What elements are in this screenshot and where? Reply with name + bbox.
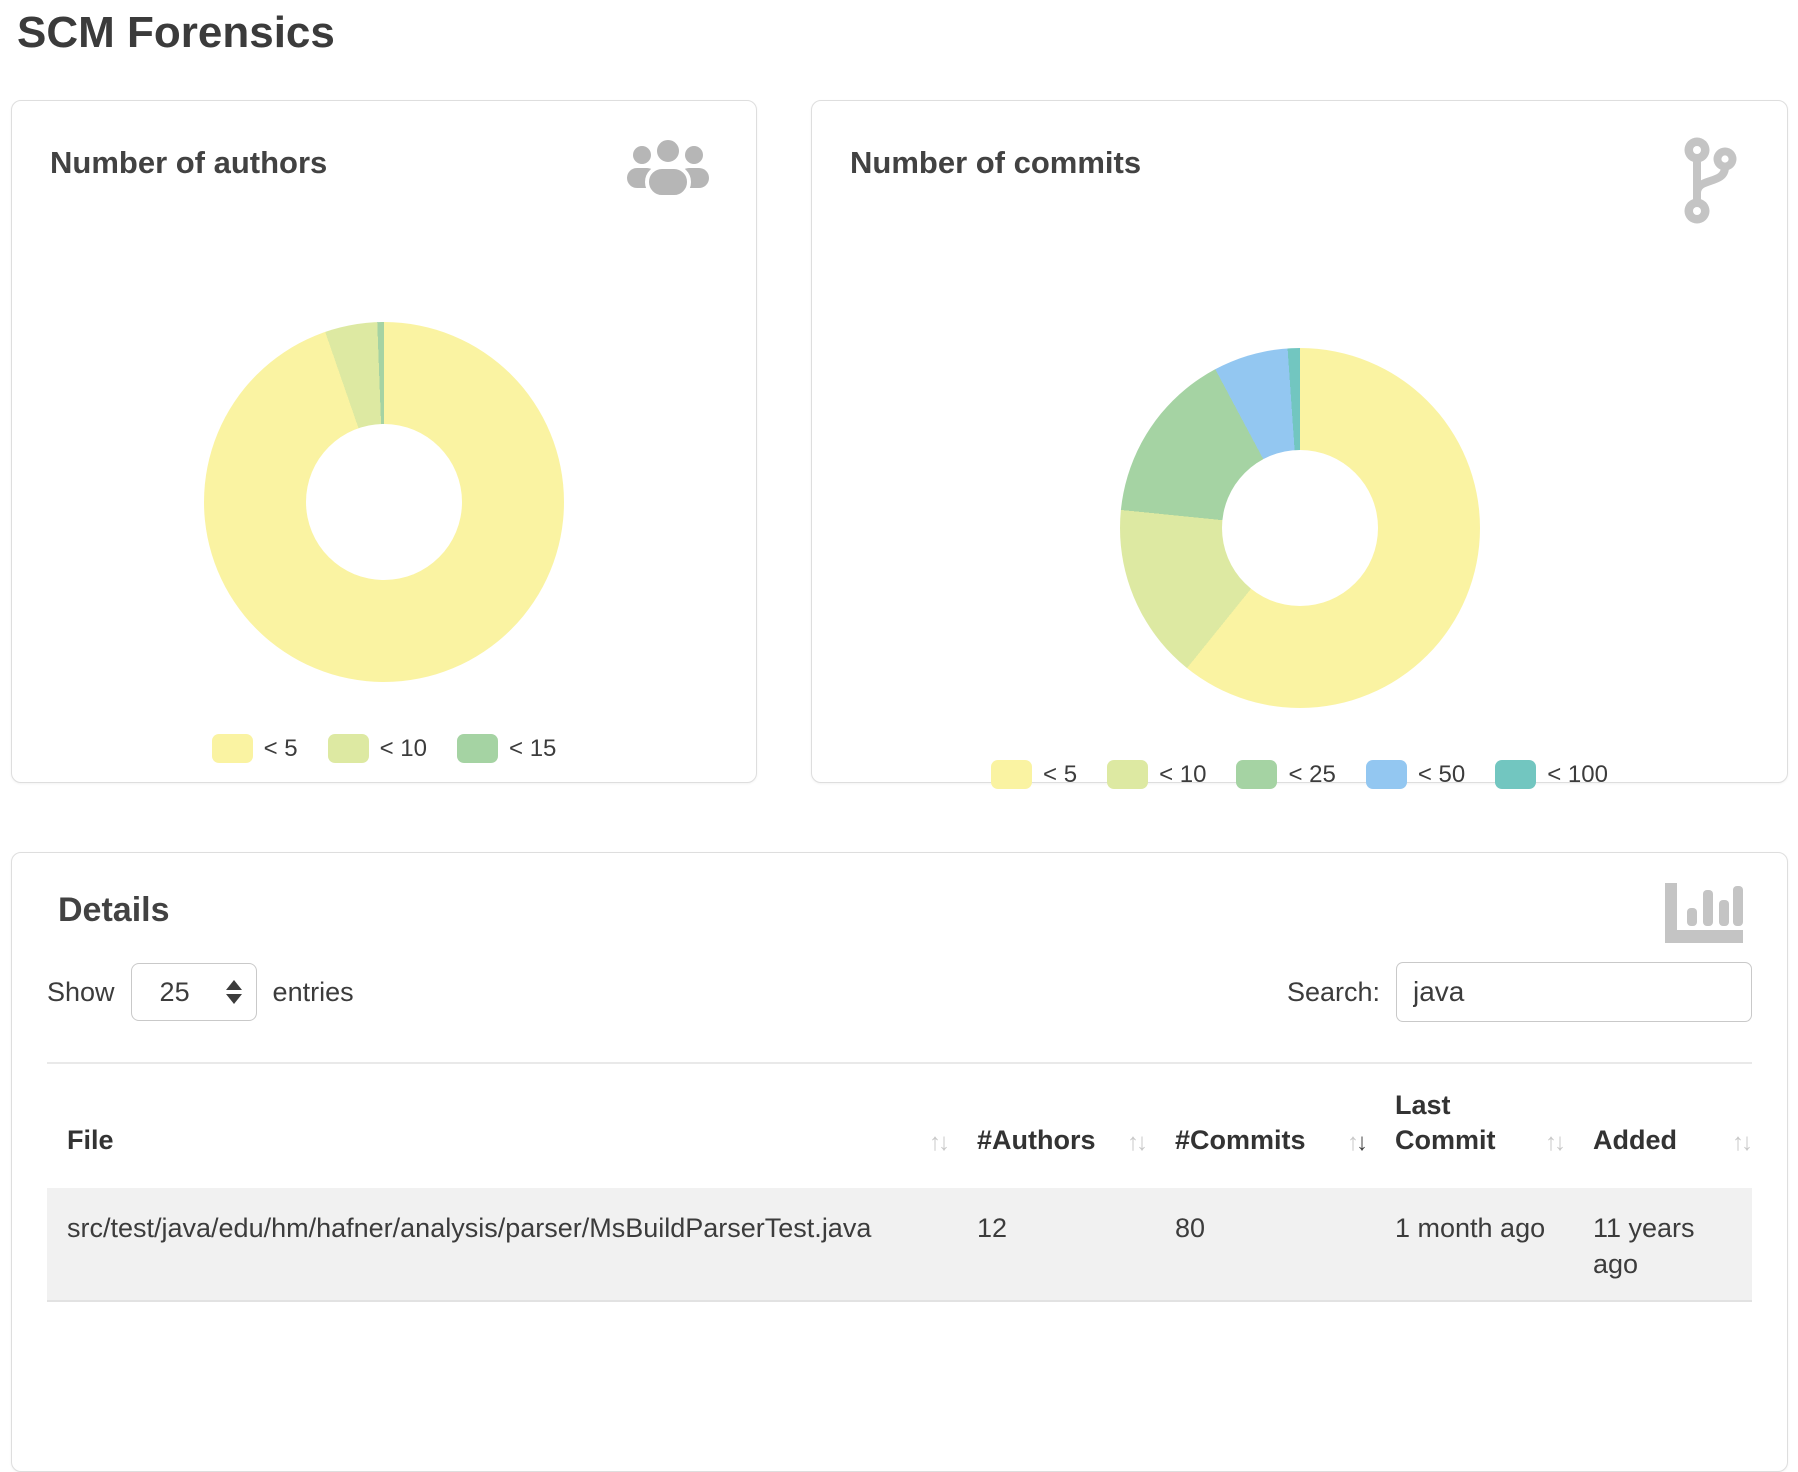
cell-added: 11 years ago [1593,1213,1695,1280]
details-card: Details Show 25 entries Search: File ↑↓ [11,852,1788,1472]
commits-card: Number of commits < 5 < 10 < 25 < 50 < 100 [811,100,1788,789]
table-row[interactable]: src/test/java/edu/hm/hafner/analysis/par… [47,1188,1752,1302]
sort-icon-authors: ↑↓ [1127,1128,1148,1156]
commits-chart-block: < 5 < 10 < 25 < 50 < 100 [812,348,1787,789]
legend-item[interactable]: < 25 [1236,760,1336,789]
legend-label: < 10 [379,734,428,762]
cell-file: src/test/java/edu/hm/hafner/analysis/par… [67,1213,872,1243]
legend-swatch [1107,760,1149,789]
sort-icon-last-commit: ↑↓ [1545,1128,1566,1156]
sort-icon-commits-desc-active: ↑↓ [1347,1128,1368,1156]
commits-card-header: Number of commits [812,101,1787,230]
code-branch-icon [1679,135,1743,230]
page-title: SCM Forensics [17,8,335,57]
search-label: Search: [1286,976,1380,1007]
legend-swatch [211,734,253,763]
legend-swatch [1495,760,1537,789]
page-length-value: 25 [159,976,190,1007]
users-icon [624,135,712,204]
sort-icon-file: ↑↓ [929,1128,950,1156]
authors-donut-chart [204,322,564,682]
commits-card-title: Number of commits [850,145,1142,180]
column-header-commits[interactable]: #Commits ↑↓ [1175,1123,1395,1188]
legend-label: < 50 [1417,760,1466,788]
search-input[interactable] [1396,962,1752,1022]
cell-last-commit: 1 month ago [1395,1213,1546,1243]
commits-chart-legend: < 5 < 10 < 25 < 50 < 100 [812,760,1787,789]
authors-chart-block: < 5 < 10 < 15 [12,322,756,763]
legend-item[interactable]: < 5 [211,734,298,763]
page-length-select[interactable]: 25 [130,963,257,1021]
column-header-authors[interactable]: #Authors ↑↓ [977,1123,1175,1188]
legend-item[interactable]: < 5 [991,760,1077,789]
legend-swatch [327,734,369,763]
sort-icon-added: ↑↓ [1732,1128,1753,1156]
legend-label: < 5 [263,734,298,762]
legend-swatch [991,760,1033,789]
cell-authors: 12 [977,1213,1008,1243]
commits-donut-chart [1119,348,1480,708]
entries-label: entries [272,976,354,1007]
legend-label: < 15 [509,734,557,762]
legend-label: < 100 [1547,760,1608,788]
column-header-added[interactable]: Added ↑↓ [1593,1123,1753,1188]
details-title: Details [58,891,170,929]
legend-label: < 5 [1043,760,1078,788]
legend-item[interactable]: < 10 [1107,760,1206,789]
details-table: File ↑↓ #Authors ↑↓ #Commits ↑↓ Last Com… [47,1062,1753,1302]
authors-card-title: Number of authors [50,145,328,180]
table-controls: Show 25 entries Search: [47,962,1752,1022]
authors-chart-legend: < 5 < 10 < 15 [12,734,756,763]
authors-card: Number of authors < 5 < [11,100,757,783]
table-header-row: File ↑↓ #Authors ↑↓ #Commits ↑↓ Last Com… [47,1064,1753,1188]
legend-item[interactable]: < 15 [457,734,556,763]
chart-bar-icon [1659,881,1745,950]
legend-swatch [1365,760,1407,789]
legend-label: < 25 [1288,760,1336,788]
search-group: Search: [1287,962,1752,1022]
legend-item[interactable]: < 100 [1495,760,1608,789]
cell-commits: 80 [1175,1213,1206,1243]
authors-card-header: Number of authors [12,101,756,204]
column-header-file[interactable]: File ↑↓ [47,1123,977,1188]
legend-label: < 10 [1159,760,1207,788]
legend-item[interactable]: < 10 [327,734,428,763]
legend-swatch [1236,760,1278,789]
charts-row: Number of authors < 5 < [11,100,1798,789]
column-header-last-commit[interactable]: Last Commit ↑↓ [1395,1088,1593,1188]
show-label: Show [47,976,115,1007]
legend-item[interactable]: < 50 [1365,760,1466,789]
legend-swatch [457,734,499,763]
select-arrows-icon [225,980,242,1004]
